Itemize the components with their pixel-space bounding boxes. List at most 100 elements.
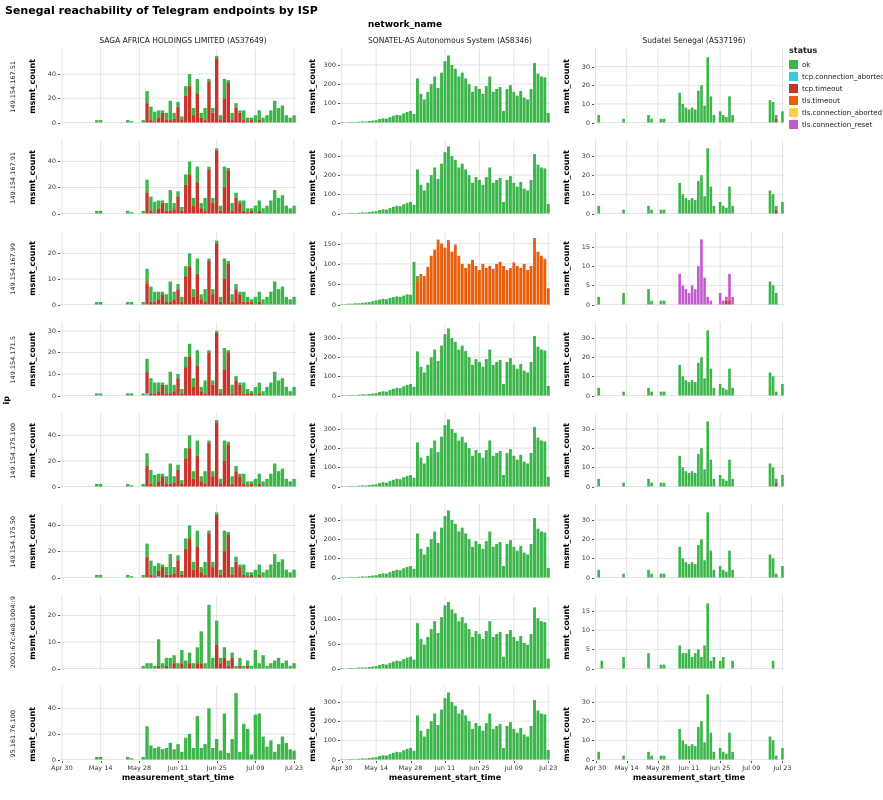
bar-chart-panel <box>340 49 550 124</box>
panel-r7-c2: msmt_count 0 10 20 30 Apr 30 May 14 May 28 Jun 1… <box>560 686 792 782</box>
x-tick-label: Jul 09 <box>504 764 523 772</box>
y-tick-label: 0 <box>331 209 336 218</box>
panel-r5-c2: msmt_count 0 10 20 30 <box>560 504 784 582</box>
y-axis-title: msmt_count <box>307 59 317 114</box>
y-tick-label: 20 <box>581 535 590 544</box>
y-tick-label: 30 <box>581 698 590 706</box>
bar-chart-panel <box>60 322 296 397</box>
facet-column-titles: SAGA AFRICA HOLDINGS LIMITED (AS37649) SO… <box>26 36 794 49</box>
panel-r5-c0: msmt_count 0 20 40 <box>26 504 296 582</box>
facet-row: 149.154.167.51 msmt_count 0 20 40 msmt_count 0… <box>0 49 794 127</box>
bar-chart-panel <box>60 504 296 579</box>
y-tick-label: 100 <box>323 554 336 563</box>
x-tick-label: Jun 11 <box>167 764 189 772</box>
x-axis-title: measurement_start_time <box>388 773 502 782</box>
y-tick-label: 200 <box>323 80 336 89</box>
facet-column-title-2: Sudatel Senegal (AS37196) <box>642 36 746 45</box>
facet-row: 149.154.167.99 msmt_count 0 10 20 msmt_count 0… <box>0 231 794 309</box>
x-axis-title: measurement_start_time <box>632 773 746 782</box>
x-axis: Apr 30 May 14 May 28 Jun 11 Jun 25 Jul 09 Jul … <box>585 761 792 772</box>
y-tick-label: 0 <box>51 664 56 673</box>
y-tick-label: 100 <box>323 99 336 108</box>
y-tick-label: 0 <box>585 300 590 309</box>
bar-chart-panel <box>340 413 550 488</box>
y-tick-label: 0 <box>331 482 336 491</box>
y-tick-label: 10 <box>47 637 56 646</box>
y-tick-label: 20 <box>47 611 56 620</box>
row-label-ip: 95.161.76.100 <box>9 710 17 758</box>
bar-chart-panel <box>594 231 784 306</box>
bar-chart-panel <box>594 595 784 670</box>
panel-r0-c1: msmt_count 0 100 200 300 <box>306 49 550 127</box>
x-tick-label: Apr 30 <box>584 764 607 772</box>
y-axis-title: msmt_count <box>307 514 317 569</box>
legend-item-r: tcp.timeout <box>789 84 882 93</box>
y-tick-label: 40 <box>47 70 56 79</box>
y-tick-label: 0 <box>585 755 590 764</box>
facet-column-label: network_name <box>367 20 443 30</box>
y-axis-title: msmt_count <box>307 423 317 478</box>
y-tick-label: 30 <box>581 152 590 160</box>
panel-r4-c2: msmt_count 0 10 20 30 <box>560 413 784 491</box>
y-tick-label: 40 <box>47 704 56 713</box>
facet-row: 149.154.171.5 msmt_count 0 10 20 30 msmt_count… <box>0 322 794 400</box>
y-tick-label: 10 <box>581 372 590 381</box>
legend-title: status <box>789 46 818 55</box>
y-tick-label: 10 <box>581 463 590 472</box>
y-tick-label: 0 <box>331 573 336 582</box>
y-tick-label: 100 <box>323 259 336 268</box>
y-tick-label: 300 <box>323 425 336 433</box>
y-axis-title: msmt_count <box>561 332 571 387</box>
y-tick-label: 100 <box>323 190 336 199</box>
y-tick-label: 20 <box>581 81 590 90</box>
panel-r1-c0: msmt_count 0 20 40 <box>26 140 296 218</box>
y-tick-label: 100 <box>323 463 336 472</box>
x-tick-label: Jul 23 <box>284 764 304 772</box>
panel-r4-c1: msmt_count 0 100 200 300 <box>306 413 550 491</box>
panel-r5-c1: msmt_count 0 100 200 300 <box>306 504 550 582</box>
panel-r2-c1: msmt_count 0 50 100 150 <box>306 231 550 309</box>
legend-swatch-y <box>789 108 798 117</box>
y-tick-label: 200 <box>323 444 336 453</box>
y-tick-label: 0 <box>585 118 590 127</box>
x-tick-label: May 14 <box>88 764 113 772</box>
legend-label: ok <box>802 60 811 69</box>
bar-chart-panel <box>340 595 550 670</box>
legend-swatch-r <box>789 84 798 93</box>
x-tick-label: Jun 11 <box>434 764 456 772</box>
y-tick-label: 0 <box>331 118 336 127</box>
y-axis-title: msmt_count <box>27 150 37 205</box>
panel-r6-c1: msmt_count 0 50 100 <box>306 595 550 673</box>
y-tick-label: 10 <box>581 554 590 563</box>
y-tick-label: 10 <box>47 274 56 283</box>
bar-chart-panel <box>594 413 784 488</box>
panel-r6-c2: msmt_count 0 5 10 15 <box>560 595 784 673</box>
y-tick-label: 10 <box>581 190 590 199</box>
y-tick-label: 10 <box>581 262 590 271</box>
y-tick-label: 50 <box>327 280 336 289</box>
y-tick-label: 20 <box>47 456 56 465</box>
y-tick-label: 15 <box>581 607 590 615</box>
legend-item-p: tls.connection_reset <box>789 120 882 129</box>
y-tick-label: 20 <box>47 183 56 192</box>
y-tick-label: 0 <box>331 664 336 673</box>
y-tick-label: 10 <box>47 369 56 378</box>
x-tick-label: Jul 09 <box>742 764 761 772</box>
legend-swatch-o <box>789 96 798 105</box>
y-tick-label: 200 <box>323 717 336 726</box>
y-axis-title: msmt_count <box>27 605 37 660</box>
y-tick-label: 100 <box>323 615 336 624</box>
y-tick-label: 40 <box>47 157 56 166</box>
legend-item-c: tcp.connection_aborted <box>789 72 883 81</box>
bar-chart-panel <box>594 140 784 215</box>
y-tick-label: 30 <box>47 326 56 335</box>
y-tick-label: 300 <box>323 698 336 706</box>
row-label-ip: 149.154.175.50 <box>9 515 17 568</box>
x-axis: Apr 30 May 14 May 28 Jun 11 Jun 25 Jul 09 Jul … <box>331 761 557 772</box>
y-axis-title: msmt_count <box>561 423 571 478</box>
y-tick-label: 0 <box>51 209 56 218</box>
legend-swatch-g <box>789 60 798 69</box>
y-tick-label: 300 <box>323 61 336 69</box>
row-label-ip: 149.154.167.99 <box>9 242 17 295</box>
bar-chart-panel <box>60 231 296 306</box>
